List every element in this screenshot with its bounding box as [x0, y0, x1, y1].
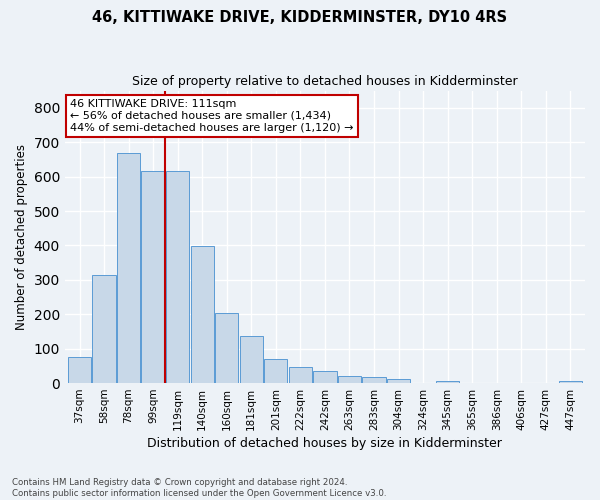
Text: Contains HM Land Registry data © Crown copyright and database right 2024.
Contai: Contains HM Land Registry data © Crown c…: [12, 478, 386, 498]
Bar: [436, 381, 459, 383]
Text: 46, KITTIWAKE DRIVE, KIDDERMINSTER, DY10 4RS: 46, KITTIWAKE DRIVE, KIDDERMINSTER, DY10…: [92, 10, 508, 25]
X-axis label: Distribution of detached houses by size in Kidderminster: Distribution of detached houses by size …: [148, 437, 502, 450]
Bar: [387, 380, 410, 383]
Bar: [264, 359, 287, 383]
Bar: [117, 153, 140, 383]
Bar: [362, 377, 386, 383]
Bar: [92, 274, 116, 383]
Bar: [289, 367, 312, 383]
Bar: [338, 376, 361, 383]
Bar: [239, 336, 263, 383]
Bar: [191, 246, 214, 383]
Bar: [68, 358, 91, 383]
Bar: [313, 370, 337, 383]
Bar: [142, 172, 165, 383]
Text: 46 KITTIWAKE DRIVE: 111sqm
← 56% of detached houses are smaller (1,434)
44% of s: 46 KITTIWAKE DRIVE: 111sqm ← 56% of deta…: [70, 100, 353, 132]
Title: Size of property relative to detached houses in Kidderminster: Size of property relative to detached ho…: [132, 75, 518, 88]
Bar: [559, 380, 582, 383]
Y-axis label: Number of detached properties: Number of detached properties: [15, 144, 28, 330]
Bar: [215, 312, 238, 383]
Bar: [166, 172, 190, 383]
